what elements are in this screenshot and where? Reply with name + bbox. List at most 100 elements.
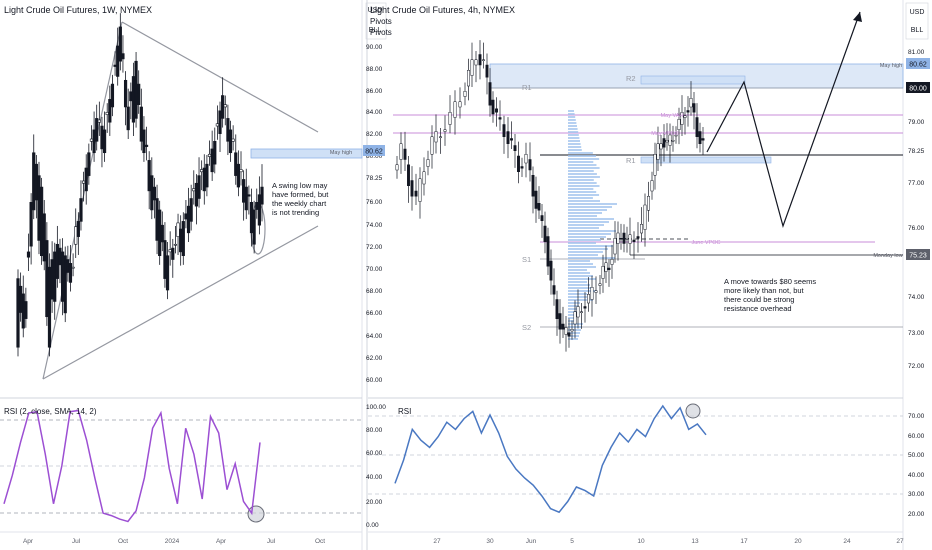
- candle-body: [695, 117, 699, 137]
- candle-body: [478, 54, 482, 66]
- volume-profile-bar: [568, 338, 578, 340]
- candle-body: [622, 232, 626, 244]
- right-price-tick: 81.00: [908, 49, 925, 56]
- candle-body: [576, 306, 580, 318]
- candle-body: [176, 222, 180, 237]
- right-time-ticks: 27 30 Jun 5 10 13 17 20 24 27: [433, 538, 904, 545]
- candle-body: [686, 110, 690, 113]
- right-time-tick: 20: [794, 538, 802, 545]
- candle-body: [698, 131, 702, 144]
- right-price-tick: 77.00: [908, 180, 925, 187]
- candle-body: [485, 64, 489, 78]
- candle-body: [561, 323, 565, 330]
- candle-body: [79, 198, 83, 222]
- volume-profile-bar: [568, 188, 594, 190]
- left-time-tick: Oct: [118, 538, 128, 545]
- candle-body: [549, 260, 553, 281]
- candle-body: [252, 209, 256, 245]
- left-time-tick: 2024: [165, 538, 180, 545]
- left-currency-box[interactable]: [365, 2, 387, 40]
- candle-body: [495, 108, 498, 113]
- candle-body: [189, 198, 193, 222]
- candle-body: [448, 112, 452, 125]
- monday-low-level-label: Monday low: [873, 253, 902, 259]
- right-time-tick: 30: [486, 538, 494, 545]
- left-price-tick: 86.00: [366, 88, 383, 95]
- right-time-tick: 10: [637, 538, 645, 545]
- volume-profile-bar: [568, 329, 581, 331]
- volume-profile: [568, 110, 617, 340]
- candle-body: [87, 152, 91, 176]
- candle-body: [100, 125, 104, 150]
- candle-body: [213, 140, 217, 165]
- left-unit: BLL: [369, 27, 382, 34]
- left-time-ticks: Apr Jul Oct 2024 Apr Jul Oct: [23, 538, 325, 545]
- left-time-tick: Oct: [315, 538, 325, 545]
- volume-profile-bar: [568, 269, 587, 271]
- right-currency-box[interactable]: [905, 2, 929, 40]
- volume-profile-bar: [568, 122, 577, 124]
- right-rsi-ticks: 70.00 60.00 50.00 40.00 30.00 20.00: [908, 413, 925, 518]
- candle-body: [147, 160, 151, 192]
- volume-profile-bar: [568, 170, 594, 172]
- left-rsi-line: [3, 409, 261, 523]
- candle-body: [260, 186, 264, 205]
- volume-profile-bar: [568, 239, 601, 241]
- volume-profile-bar: [568, 284, 590, 286]
- candle-body: [674, 134, 678, 137]
- candle-body: [152, 186, 157, 201]
- candle-body: [50, 259, 54, 300]
- triangle-lower-line: [42, 225, 319, 380]
- projection-arrowhead: [853, 12, 862, 22]
- volume-profile-bar: [568, 293, 587, 295]
- left-price-tick: 82.00: [366, 131, 383, 138]
- candle-body: [498, 117, 502, 120]
- candle-body: [26, 251, 31, 258]
- candle-body: [160, 224, 164, 243]
- right-price-ticks: 81.0079.0078.2577.0076.0075.0074.0073.00…: [908, 49, 925, 370]
- candle-body: [524, 154, 528, 164]
- candle-body: [482, 59, 485, 61]
- candle-body: [580, 311, 583, 313]
- volume-profile-bar: [568, 185, 600, 187]
- volume-profile-bar: [568, 179, 594, 181]
- candle-body: [55, 243, 59, 279]
- candle-body: [181, 221, 185, 257]
- candle-body: [16, 278, 20, 348]
- candle-body: [671, 140, 675, 142]
- pivot-s1-label: S1: [522, 255, 531, 264]
- left-price-tick: 80.00: [366, 153, 383, 160]
- candle-body: [61, 251, 65, 302]
- candle-body: [19, 285, 23, 313]
- volume-profile-bar: [568, 287, 593, 289]
- left-rsi-ticks: 100.00 80.00 60.00 40.00 20.00 0.00: [366, 404, 386, 529]
- volume-profile-bar: [568, 278, 596, 280]
- right-price-tick: 76.00: [908, 225, 925, 232]
- volume-profile-bar: [568, 254, 598, 256]
- candle-body: [531, 175, 535, 197]
- left-annotation-line-1: A swing low may: [272, 181, 328, 190]
- left-currency: USD: [368, 7, 383, 14]
- volume-profile-bar: [568, 149, 582, 151]
- candle-body: [407, 164, 410, 186]
- candle-body: [210, 148, 214, 173]
- volume-profile-bar: [568, 131, 579, 133]
- candle-body: [613, 238, 617, 255]
- left-rsi-tick: 0.00: [366, 522, 379, 529]
- candle-body: [517, 155, 520, 172]
- candle-body: [607, 267, 611, 270]
- candle-body: [105, 112, 109, 115]
- candle-body: [619, 238, 623, 240]
- left-price-tick: 70.00: [366, 266, 383, 273]
- right-pivots-1: Pivots: [370, 17, 392, 26]
- left-price-ticks: 90.00 88.00 86.00 84.00 82.00 80.00 78.25 76.00…: [366, 44, 383, 384]
- candle-body: [689, 98, 693, 108]
- candle-body: [558, 313, 562, 330]
- candle-body: [422, 171, 426, 185]
- left-rsi-tick: 100.00: [366, 404, 386, 411]
- left-annotation-line-3: the weekly chart: [272, 199, 327, 208]
- volume-profile-bar: [568, 146, 582, 148]
- right-rsi-tick: 70.00: [908, 413, 925, 420]
- candle-body: [68, 263, 73, 283]
- candle-body: [45, 240, 49, 318]
